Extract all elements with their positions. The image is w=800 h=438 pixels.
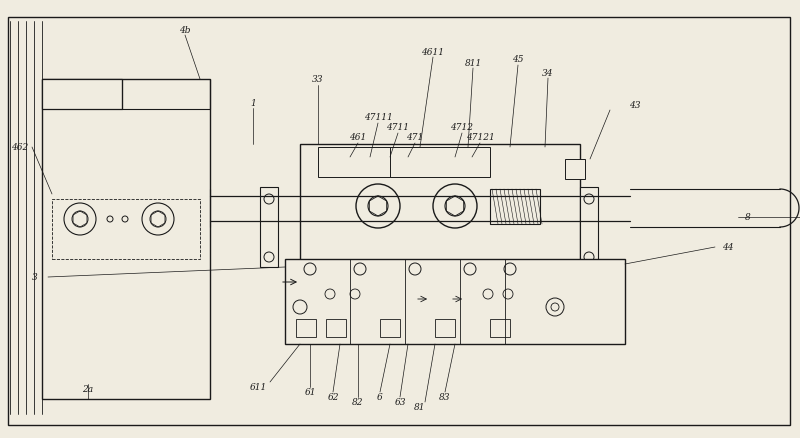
Text: 2a: 2a — [82, 385, 94, 394]
Text: 471: 471 — [406, 133, 424, 142]
Text: 3: 3 — [32, 273, 38, 282]
Text: 33: 33 — [312, 75, 324, 84]
Bar — [326, 319, 346, 337]
Text: 811: 811 — [464, 58, 482, 67]
Text: 44: 44 — [722, 243, 734, 252]
Text: 83: 83 — [439, 392, 450, 402]
Bar — [490, 190, 540, 225]
Text: 461: 461 — [350, 133, 366, 142]
Text: 63: 63 — [394, 398, 406, 406]
Text: 47121: 47121 — [466, 133, 494, 142]
Bar — [296, 319, 316, 337]
Bar — [42, 80, 122, 110]
Text: 4611: 4611 — [422, 47, 445, 57]
Bar — [52, 200, 200, 259]
Bar — [490, 319, 510, 337]
Text: 8: 8 — [745, 213, 751, 222]
Text: 4711: 4711 — [386, 123, 410, 132]
Text: 81: 81 — [414, 403, 426, 412]
Text: 47111: 47111 — [364, 113, 392, 122]
Bar — [565, 159, 585, 180]
Text: 462: 462 — [11, 143, 29, 152]
Text: 62: 62 — [327, 392, 338, 402]
Bar — [380, 319, 400, 337]
Bar — [318, 148, 418, 177]
Text: 1: 1 — [250, 98, 256, 107]
Text: 82: 82 — [352, 398, 364, 406]
Text: 45: 45 — [512, 55, 524, 64]
Bar — [300, 145, 580, 265]
Bar — [285, 259, 625, 344]
Bar — [390, 148, 490, 177]
Text: 4b: 4b — [179, 25, 190, 35]
Text: 43: 43 — [630, 100, 641, 109]
Text: 4712: 4712 — [450, 123, 474, 132]
Text: 61: 61 — [304, 388, 316, 396]
Text: 6: 6 — [377, 392, 383, 402]
Bar — [42, 80, 210, 399]
Bar — [580, 187, 598, 267]
Text: 34: 34 — [542, 68, 554, 78]
Bar — [435, 319, 455, 337]
Bar — [260, 187, 278, 267]
Text: 611: 611 — [250, 383, 266, 392]
